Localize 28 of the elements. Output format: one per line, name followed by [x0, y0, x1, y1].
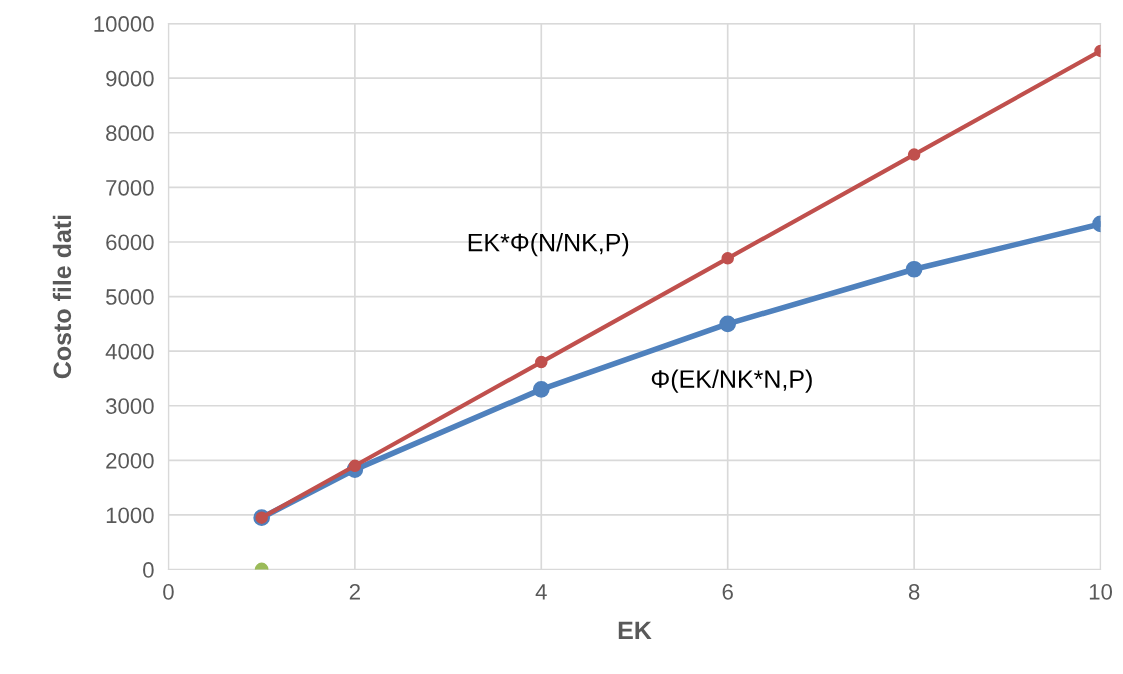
point — [721, 252, 734, 265]
x-tick-label: 10 — [1089, 584, 1113, 600]
y-tick-label: 5000 — [106, 289, 154, 305]
x-tick-label: 8 — [908, 584, 920, 600]
x-tick-label: 2 — [349, 584, 360, 600]
y-tick-label: 2000 — [106, 452, 154, 469]
point — [907, 148, 921, 161]
y-tick-label: 3000 — [105, 398, 154, 415]
y-tick-label: 4000 — [105, 343, 154, 360]
x-tick-label: 6 — [722, 584, 733, 600]
x-axis-title: EK — [618, 621, 652, 639]
x-tick-label: 0 — [163, 584, 174, 600]
point — [348, 459, 362, 473]
annotation: Φ(EK/NK*N,P) — [651, 369, 812, 393]
y-axis-title: Costo file dati — [52, 215, 72, 379]
point — [532, 381, 550, 398]
y-tick-label: 9000 — [106, 70, 154, 87]
y-tick-label: 10000 — [94, 16, 154, 32]
point — [535, 355, 548, 369]
y-tick-label: 1000 — [106, 507, 154, 524]
point — [905, 260, 923, 278]
point — [719, 315, 737, 333]
y-tick-label: 6000 — [106, 234, 154, 251]
x-tick-label: 4 — [535, 584, 547, 600]
annotation: EK*Φ(N/NK,P) — [468, 233, 629, 257]
y-tick-label: 7000 — [106, 179, 154, 196]
y-tick-label: 0 — [143, 562, 154, 578]
y-tick-label: 8000 — [106, 125, 154, 142]
